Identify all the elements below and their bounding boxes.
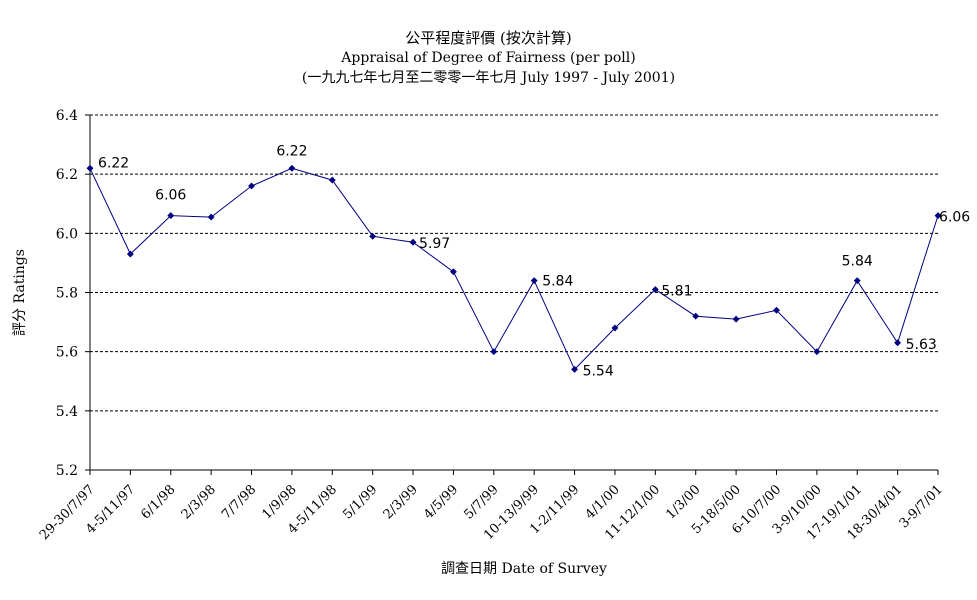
data-label: 5.54 xyxy=(583,363,614,379)
title-block: 公平程度評價 (按次計算) Appraisal of Degree of Fai… xyxy=(0,28,977,88)
x-tick-labels: 29-30/7/974-5/11/97 6/1/98 2/3/98 7/7/98 1/9… xyxy=(37,482,946,543)
data-point xyxy=(288,164,296,172)
chart-subtitle-period: (一九九七年七月至二零零一年七月 July 1997 - July 2001) xyxy=(301,70,676,86)
y-tick-label: 5.2 xyxy=(56,463,78,479)
data-point xyxy=(207,213,215,221)
data-point xyxy=(530,277,538,285)
data-label: 6.22 xyxy=(276,143,307,159)
data-label: 6.06 xyxy=(939,210,970,226)
data-point xyxy=(813,348,821,356)
x-tick-label: 7/7/98 xyxy=(219,482,259,522)
data-point xyxy=(449,268,457,276)
x-tick-label: 3-9/7/01 xyxy=(897,482,946,531)
x-tick-label: 2/3/99 xyxy=(381,482,421,522)
data-point xyxy=(772,306,781,314)
data-point xyxy=(651,285,659,294)
x-tick-label: 5/7/99 xyxy=(461,482,501,522)
data-labels: 6.22 6.06 6.22 5.97 5.84 5.54 5.81 5.84 5.63 6.06 xyxy=(98,143,970,379)
data-point xyxy=(86,164,94,172)
y-tick-labels: 5.2 5.4 5.6 5.8 6.0 6.2 6.4 xyxy=(56,108,78,479)
y-tick-label: 5.4 xyxy=(56,404,78,420)
chart-subtitle: Appraisal of Degree of Fairness (per pol… xyxy=(341,50,636,66)
data-point xyxy=(611,324,619,332)
x-tick-label: 1/9/98 xyxy=(260,482,300,522)
data-point xyxy=(894,339,902,347)
grid-lines xyxy=(90,114,938,412)
x-axis-title: 調查日期 Date of Survey xyxy=(441,561,607,577)
data-label: 5.84 xyxy=(542,274,573,290)
x-tick-label: 6/1/98 xyxy=(138,482,178,522)
data-label: 5.97 xyxy=(419,236,450,252)
data-point xyxy=(126,250,134,258)
x-tick-label: 5/1/99 xyxy=(340,482,380,522)
y-tick-label: 6.0 xyxy=(56,226,78,242)
series-rating xyxy=(86,164,942,373)
y-tick-label: 6.2 xyxy=(56,167,78,183)
data-point xyxy=(692,312,700,320)
data-label: 6.22 xyxy=(98,155,129,171)
chart-title: 公平程度評價 (按次計算) xyxy=(405,29,572,47)
data-label: 6.06 xyxy=(155,188,186,204)
y-tick-label: 6.4 xyxy=(56,108,78,124)
data-point xyxy=(490,348,498,356)
data-label: 5.84 xyxy=(842,254,873,270)
data-point xyxy=(409,238,417,246)
x-tick-label: 29-30/7/97 xyxy=(37,482,98,543)
y-tick-label: 5.6 xyxy=(56,345,78,361)
x-tick-label: 2/3/98 xyxy=(179,482,219,522)
data-label: 5.81 xyxy=(661,284,692,300)
data-point xyxy=(732,315,740,323)
data-point xyxy=(328,176,336,184)
data-point xyxy=(369,232,377,240)
axes xyxy=(85,114,939,475)
data-point xyxy=(247,182,256,190)
x-tick-label: 4/5/99 xyxy=(421,482,461,522)
y-axis-title: 評分 Ratings xyxy=(12,249,28,336)
data-point xyxy=(167,212,175,220)
x-tick-label: 4/1/00 xyxy=(583,482,623,522)
series-line xyxy=(89,167,939,371)
data-point xyxy=(934,212,942,220)
x-tick-label: 1/3/00 xyxy=(663,482,703,522)
data-point xyxy=(571,365,579,373)
y-tick-label: 5.8 xyxy=(56,286,78,302)
data-label: 5.63 xyxy=(906,337,937,353)
data-point xyxy=(853,277,861,285)
